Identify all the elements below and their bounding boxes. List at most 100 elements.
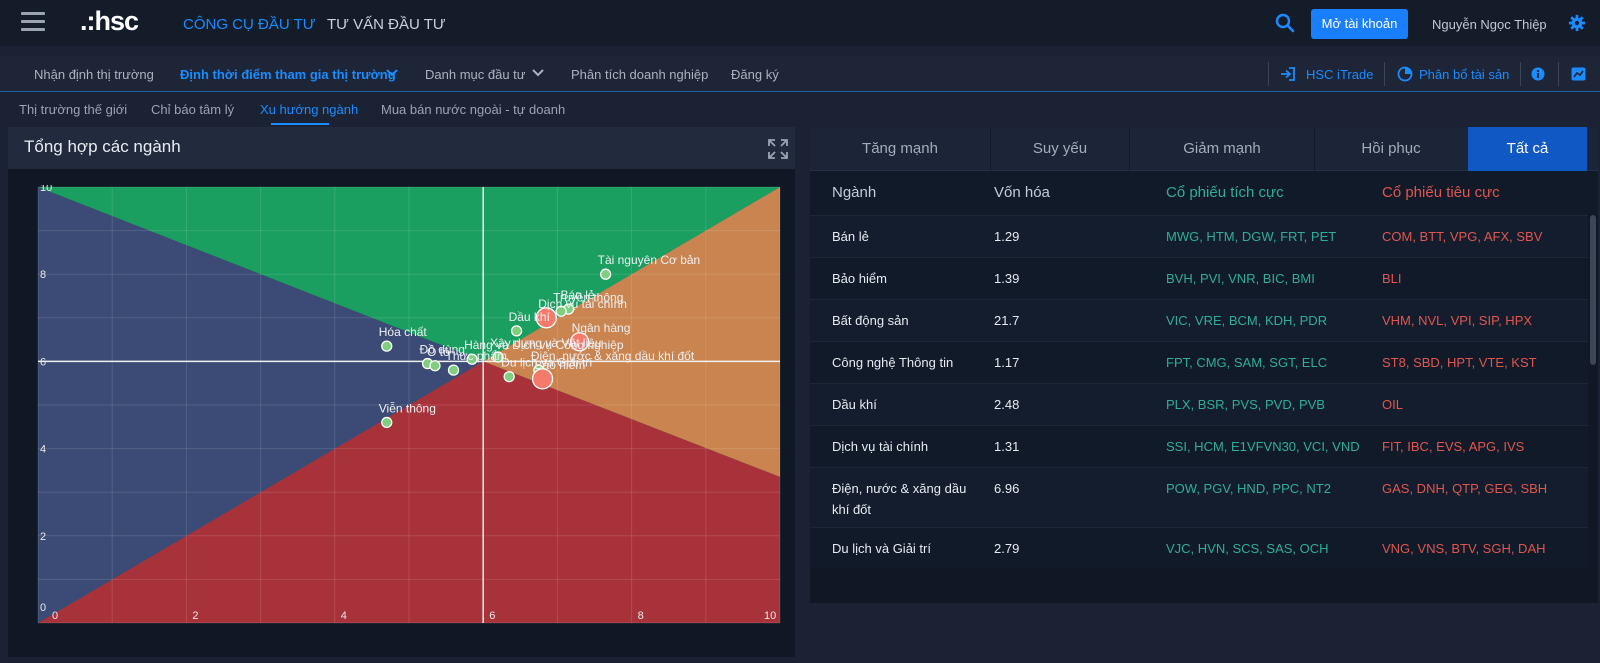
tab-weakening[interactable]: Suy yếu: [1032, 140, 1088, 157]
region-lagging: [38, 361, 780, 623]
sector-name: Dầu khí: [832, 397, 877, 412]
sector-name: Công nghệ Thông tin: [832, 355, 954, 370]
chart-icon[interactable]: [1571, 67, 1586, 81]
section-tabs: Thị trường thế giới Chỉ báo tâm lý Xu hư…: [0, 96, 1600, 126]
market-cap-value: 1.31: [994, 439, 1020, 454]
negative-stocks: FIT, IBC, EVS, APG, IVS: [1382, 439, 1525, 454]
data-point: [381, 340, 393, 352]
gear-icon[interactable]: [1568, 14, 1586, 32]
point-label: Truyền thông: [553, 290, 623, 304]
data-point: [503, 371, 515, 383]
tab-sentiment[interactable]: Chỉ báo tâm lý: [151, 102, 235, 117]
sector-scatter-chart[interactable]: 0 2 4 6 8 10 0 2 4 6 8 10 Tài nguyên Cơ bản Bán lẻTru…: [28, 182, 786, 645]
chevron-down-icon[interactable]: [386, 68, 398, 78]
sector-name: Dịch vụ tài chính: [832, 439, 929, 454]
point-label: Hóa chất: [379, 325, 428, 339]
table-header: Ngành Vốn hóa Cổ phiếu tích cực Cổ phiếu…: [810, 171, 1598, 215]
positive-stocks: BVH, PVI, VNR, BIC, BMI: [1166, 271, 1315, 286]
x-tick-label: 8: [638, 610, 644, 622]
nav-investment-advice[interactable]: TƯ VẤN ĐẦU TƯ: [327, 16, 446, 33]
chevron-down-icon[interactable]: [532, 68, 544, 78]
open-account-button[interactable]: Mở tài khoản: [1311, 9, 1408, 39]
info-icon[interactable]: [1531, 67, 1545, 81]
subnav-portfolio[interactable]: Danh mục đầu tư: [425, 67, 526, 82]
data-point: [570, 332, 590, 352]
market-cap-value: 6.96: [994, 481, 1020, 496]
expand-icon[interactable]: [768, 139, 788, 159]
asset-allocation-link[interactable]: Phân bổ tài sản: [1419, 67, 1510, 82]
divider: [1268, 62, 1269, 86]
menu-icon[interactable]: [21, 12, 45, 32]
sector-name: Bán lẻ: [832, 229, 869, 244]
table-row[interactable]: Điện, nước & xăng dầu khí đốt 6.96 POW, PG…: [810, 467, 1588, 527]
col-market-cap: Vốn hóa: [994, 184, 1050, 201]
positive-stocks: POW, PGV, HND, PPC, NT2: [1166, 481, 1331, 496]
x-tick-label: 6: [489, 610, 495, 622]
scrollbar[interactable]: [1590, 215, 1596, 365]
negative-stocks: ST8, SBD, HPT, VTE, KST: [1382, 355, 1537, 370]
tab-all[interactable]: Tất cả: [1468, 127, 1587, 171]
sector-chart-panel: Tổng hợp các ngành 0 2 4 6 8 10 0 2 4 6 8 10 Tài ngu…: [8, 127, 795, 657]
point-label: Dịch vụ tài chính: [538, 297, 627, 311]
point-label: Bán lẻ: [561, 288, 595, 302]
data-point: [429, 360, 441, 372]
y-tick-label: 10: [40, 185, 52, 194]
tab-strong-increase[interactable]: Tăng mạnh: [862, 140, 938, 157]
tab-world-market[interactable]: Thị trường thế giới: [19, 102, 128, 117]
table-row[interactable]: Bảo hiểm 1.39 BVH, PVI, VNR, BIC, BMI BLI: [810, 257, 1588, 299]
user-name[interactable]: Nguyễn Ngọc Thiệp: [1432, 17, 1547, 32]
filter-tabs: Tăng mạnh Suy yếu Giảm mạnh Hồi phục Tất…: [810, 127, 1598, 171]
data-point: [531, 368, 554, 390]
table-row[interactable]: Công nghệ Thông tin 1.17 FPT, CMG, SAM, SG…: [810, 341, 1588, 383]
active-tab-indicator: [271, 123, 329, 125]
tab-sector-trend[interactable]: Xu hướng ngành: [260, 102, 359, 117]
negative-stocks: BLI: [1382, 271, 1402, 286]
hsc-logo[interactable]: .:hsc: [80, 6, 139, 36]
region-leading: [38, 187, 780, 362]
login-icon[interactable]: [1280, 66, 1296, 82]
allocation-icon[interactable]: [1397, 66, 1413, 82]
subnav-market-timing[interactable]: Định thời điểm tham gia thị trường: [180, 67, 396, 82]
sector-name: Bất động sản: [832, 313, 909, 328]
divider: [1129, 127, 1130, 171]
nav-investment-tools[interactable]: CÔNG CỤ ĐẦU TƯ: [183, 16, 316, 33]
point-label: Ô tô: [427, 344, 450, 359]
point-label: Đồ dùng: [420, 343, 465, 357]
table-row[interactable]: Bất động sản 21.7 VIC, VRE, BCM, KDH, PDR V…: [810, 299, 1588, 341]
top-bar: .:hsc CÔNG CỤ ĐẦU TƯ TƯ VẤN ĐẦU TƯ Mở tà…: [0, 0, 1600, 46]
point-label: Tài nguyên Cơ bản: [598, 253, 701, 267]
search-icon[interactable]: [1275, 13, 1295, 33]
point-label: Điện, nước & xăng dầu khí đốt: [531, 349, 695, 363]
negative-stocks: VNG, VNS, BTV, SGH, DAH: [1382, 541, 1546, 556]
subnav-register[interactable]: Đăng ký: [731, 67, 779, 82]
table-row[interactable]: Bán lẻ 1.29 MWG, HTM, DGW, FRT, PET COM, BT…: [810, 215, 1588, 257]
panel-title: Tổng hợp các ngành: [24, 137, 181, 156]
tab-strong-decrease[interactable]: Giảm mạnh: [1183, 140, 1261, 157]
table-row[interactable]: Dầu khí 2.48 PLX, BSR, PVS, PVD, PVB OIL: [810, 383, 1588, 425]
subnav-company-analysis[interactable]: Phân tích doanh nghiệp: [571, 67, 709, 82]
market-cap-value: 2.48: [994, 397, 1020, 412]
subnav-market-view[interactable]: Nhận định thị trường: [34, 67, 154, 82]
hsc-itrade-link[interactable]: HSC iTrade: [1306, 67, 1374, 82]
negative-stocks: OIL: [1382, 397, 1403, 412]
x-tick-label: 0: [52, 610, 58, 622]
col-positive-stocks: Cổ phiếu tích cực: [1166, 184, 1284, 201]
x-tick-label: 4: [341, 610, 347, 622]
data-point: [510, 325, 523, 337]
point-label: Du lịch và Giải trí: [501, 356, 593, 370]
tab-foreign-trading[interactable]: Mua bán nước ngoài - tự doanh: [381, 102, 566, 117]
divider: [1520, 62, 1521, 86]
data-point: [599, 268, 612, 280]
point-label: Thực phẩm: [446, 349, 507, 363]
table-row[interactable]: Du lịch và Giải trí 2.79 VJC, HVN, SCS, SA…: [810, 527, 1588, 569]
col-sector: Ngành: [832, 184, 877, 201]
data-point: [466, 353, 478, 365]
negative-stocks: COM, BTT, VPG, AFX, SBV: [1382, 229, 1543, 244]
table-row[interactable]: Dịch vụ tài chính 1.31 SSI, HCM, E1VFVN30,…: [810, 425, 1588, 467]
sector-name: Điện, nước & xăng dầu khí đốt: [832, 481, 967, 517]
point-label: Ngân hàng: [572, 321, 631, 335]
sector-name: Du lịch và Giải trí: [832, 541, 931, 556]
tab-recovery[interactable]: Hồi phục: [1361, 140, 1421, 157]
market-cap-value: 1.29: [994, 229, 1020, 244]
y-tick-label: 0: [40, 602, 46, 614]
